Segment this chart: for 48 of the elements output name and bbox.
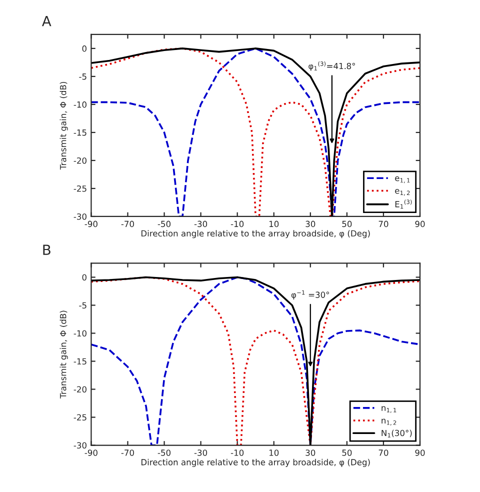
x-axis-title: Direction angle relative to the array broadside, φ (Deg)	[141, 458, 370, 467]
x-tick-label: 70	[378, 220, 388, 228]
y-tick-label: -5	[79, 74, 86, 80]
legend-label: n$_{1,2}$	[382, 418, 396, 426]
annotation: φ$^{−1}$ =30°	[291, 290, 329, 300]
x-tick-label: 70	[378, 450, 388, 456]
y-axis-title: Transmit gain, Φ (dB)	[60, 310, 68, 398]
y-axis-title: Transmit gain, Φ (dB)	[60, 82, 68, 170]
legend-label: n$_{1,1}$	[382, 406, 396, 413]
y-tick-label: 0	[82, 274, 86, 281]
x-tick-label: 50	[342, 450, 352, 456]
x-axis-title: Direction angle relative to the array broadside, φ (Deg)	[141, 230, 370, 238]
x-tick-label: -90	[84, 220, 98, 228]
y-tick-label: -15	[74, 358, 86, 365]
y-tick-label: -30	[74, 442, 86, 449]
y-tick-label: -10	[74, 101, 86, 108]
x-tick-label: 10	[269, 450, 279, 456]
chart-title: B	[43, 244, 50, 255]
y-tick-label: -10	[74, 330, 86, 337]
x-tick-label: -30	[194, 220, 208, 228]
legend-label: e$_{1,1}$	[395, 176, 410, 184]
x-tick-label: -70	[121, 450, 134, 456]
y-tick-label: -15	[74, 130, 86, 136]
y-tick-label: -25	[74, 414, 86, 421]
y-tick-label: -5	[79, 302, 86, 309]
legend-label: e$_{1,2}$	[395, 188, 410, 196]
y-tick-label: -20	[74, 157, 86, 164]
x-tick-label: -50	[158, 450, 171, 456]
x-tick-label: -10	[230, 450, 244, 456]
x-tick-label: -10	[230, 220, 244, 228]
annotation: φ$_{1}$$^{(3)}$=41.8°	[308, 61, 355, 71]
x-tick-label: 50	[342, 220, 352, 228]
legend-label: E$_{1}$$^{(3)}$	[395, 200, 412, 209]
x-tick-label: -70	[121, 220, 134, 228]
chart-title: A	[42, 16, 52, 26]
x-tick-label: 30	[306, 220, 316, 228]
x-tick-label: 30	[306, 450, 316, 456]
x-tick-label: 90	[415, 220, 425, 228]
legend-label: N$_{1}$(30°)	[382, 430, 412, 438]
x-tick-label: 90	[415, 450, 425, 456]
y-tick-label: -25	[74, 185, 86, 192]
x-tick-label: -90	[84, 450, 98, 456]
x-tick-label: -30	[194, 450, 208, 456]
y-tick-label: -30	[74, 213, 86, 220]
y-tick-label: 0	[82, 45, 86, 52]
y-tick-label: -20	[74, 386, 86, 393]
x-tick-label: -50	[158, 220, 171, 228]
x-tick-label: 10	[269, 220, 279, 228]
